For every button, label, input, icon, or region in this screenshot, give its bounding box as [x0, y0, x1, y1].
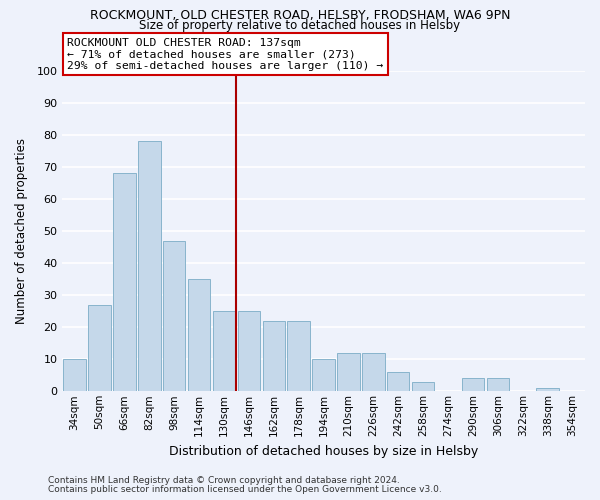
Bar	[287, 320, 310, 392]
X-axis label: Distribution of detached houses by size in Helsby: Distribution of detached houses by size …	[169, 444, 478, 458]
Bar	[263, 320, 285, 392]
Bar	[138, 141, 161, 392]
Bar	[238, 311, 260, 392]
Bar	[313, 359, 335, 392]
Text: Size of property relative to detached houses in Helsby: Size of property relative to detached ho…	[139, 19, 461, 32]
Bar	[536, 388, 559, 392]
Text: ROCKMOUNT OLD CHESTER ROAD: 137sqm
← 71% of detached houses are smaller (273)
29: ROCKMOUNT OLD CHESTER ROAD: 137sqm ← 71%…	[67, 38, 383, 70]
Y-axis label: Number of detached properties: Number of detached properties	[15, 138, 28, 324]
Bar	[337, 353, 359, 392]
Bar	[412, 382, 434, 392]
Bar	[362, 353, 385, 392]
Bar	[64, 359, 86, 392]
Bar	[163, 240, 185, 392]
Bar	[88, 304, 111, 392]
Bar	[213, 311, 235, 392]
Bar	[188, 279, 211, 392]
Bar	[462, 378, 484, 392]
Bar	[487, 378, 509, 392]
Bar	[113, 174, 136, 392]
Text: Contains HM Land Registry data © Crown copyright and database right 2024.: Contains HM Land Registry data © Crown c…	[48, 476, 400, 485]
Text: Contains public sector information licensed under the Open Government Licence v3: Contains public sector information licen…	[48, 485, 442, 494]
Bar	[387, 372, 409, 392]
Text: ROCKMOUNT, OLD CHESTER ROAD, HELSBY, FRODSHAM, WA6 9PN: ROCKMOUNT, OLD CHESTER ROAD, HELSBY, FRO…	[90, 9, 510, 22]
